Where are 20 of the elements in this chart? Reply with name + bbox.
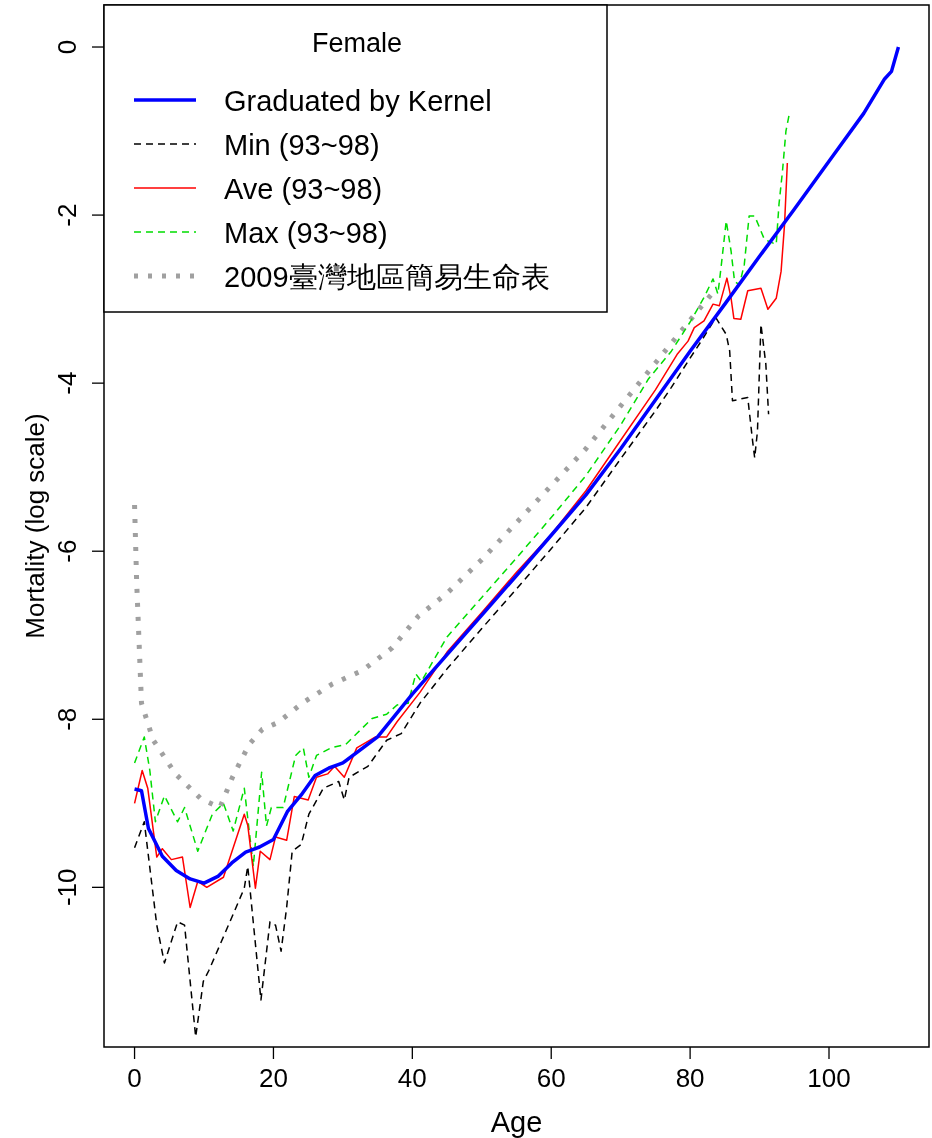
legend-label: Graduated by Kernel bbox=[224, 85, 492, 117]
x-axis-title: Age bbox=[490, 1106, 543, 1138]
y-tick-label: 0 bbox=[52, 39, 82, 55]
y-tick-label: -8 bbox=[52, 707, 82, 731]
legend-label: Min (93~98) bbox=[224, 129, 380, 161]
legend-label: Max (93~98) bbox=[224, 217, 388, 249]
x-tick-label: 40 bbox=[397, 1063, 427, 1093]
legend-label: 2009臺灣地區簡易生命表 bbox=[224, 261, 550, 293]
x-tick-label: 0 bbox=[127, 1063, 142, 1093]
x-tick-label: 60 bbox=[536, 1063, 566, 1093]
legend-label: Ave (93~98) bbox=[224, 173, 383, 205]
y-tick-label: -10 bbox=[52, 868, 82, 907]
x-tick-label: 100 bbox=[807, 1063, 851, 1093]
x-tick-label: 20 bbox=[258, 1063, 288, 1093]
y-tick-label: -4 bbox=[52, 371, 82, 395]
y-axis-title: Mortality (log scale) bbox=[20, 413, 50, 639]
x-tick-label: 80 bbox=[675, 1063, 705, 1093]
y-tick-label: -6 bbox=[52, 539, 82, 563]
legend-title: Female bbox=[311, 28, 403, 58]
y-tick-label: -2 bbox=[52, 203, 82, 227]
